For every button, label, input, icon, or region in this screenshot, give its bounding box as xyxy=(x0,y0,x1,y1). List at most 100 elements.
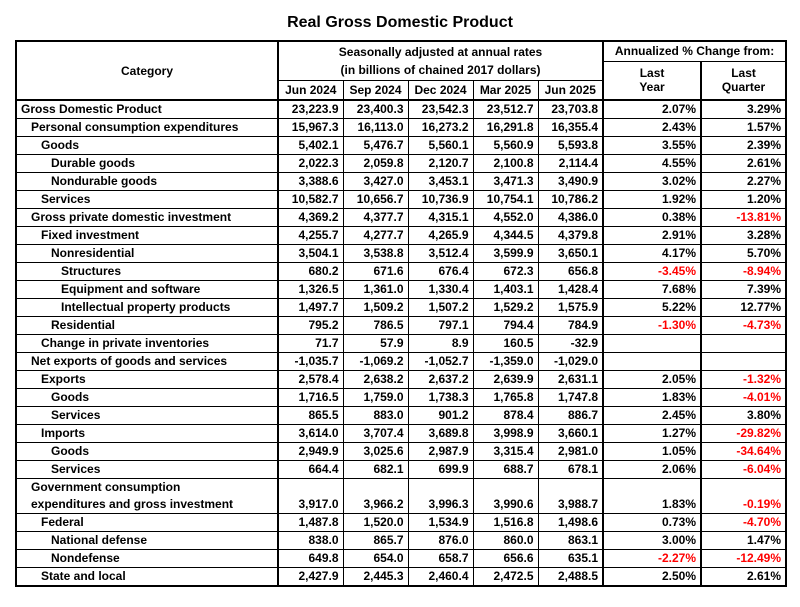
rates-group-header-line1: Seasonally adjusted at annual rates xyxy=(277,40,605,61)
table-row: Goods 5,402.1 5,476.7 5,560.1 5,560.9 5,593.8… xyxy=(15,136,787,155)
last-quarter-column-header: Last Quarter xyxy=(700,60,787,101)
pct-last-year-cell: 0.73% xyxy=(602,513,703,532)
value-cell: 10,786.2 xyxy=(537,190,605,209)
value-cell: 2,120.7 xyxy=(407,154,474,173)
value-cell: 3,599.9 xyxy=(472,244,539,263)
value-cell: 3,427.0 xyxy=(342,172,409,191)
value-cell: 8.9 xyxy=(407,334,474,353)
value-cell: 10,754.1 xyxy=(472,190,539,209)
pct-last-year-cell: 1.05% xyxy=(602,442,703,461)
category-cell: Net exports of goods and services xyxy=(15,352,279,371)
value-cell: 682.1 xyxy=(342,460,409,479)
category-cell: State and local xyxy=(15,567,279,587)
table-row: State and local 2,427.9 2,445.3 2,460.4 2,47… xyxy=(15,567,787,587)
category-cell: Services xyxy=(15,190,279,209)
pct-last-year-cell: 7.68% xyxy=(602,280,703,299)
value-cell: 795.2 xyxy=(277,316,344,335)
value-cell: 4,552.0 xyxy=(472,208,539,227)
category-column-header: Category xyxy=(15,40,279,101)
value-cell: 878.4 xyxy=(472,406,539,425)
value-cell: 23,400.3 xyxy=(342,99,409,119)
value-cell: 1,507.2 xyxy=(407,298,474,317)
month-column-header: Dec 2024 xyxy=(407,79,474,101)
table-row: Services 664.4 682.1 699.9 688.7 678.1 2.06% -6… xyxy=(15,460,787,479)
pct-last-quarter-cell: -12.49% xyxy=(700,549,787,568)
value-cell: 3,315.4 xyxy=(472,442,539,461)
pct-last-year-cell: 0.38% xyxy=(602,208,703,227)
value-cell: 1,428.4 xyxy=(537,280,605,299)
value-cell: -1,069.2 xyxy=(342,352,409,371)
table-row: Nondurable goods 3,388.6 3,427.0 3,453.1 3,4… xyxy=(15,172,787,191)
pct-last-year-cell: 2.07% xyxy=(602,99,703,119)
table-row: Residential 795.2 786.5 797.1 794.4 784.9 -1.3… xyxy=(15,316,787,335)
value-cell: 23,223.9 xyxy=(277,99,344,119)
value-cell: 886.7 xyxy=(537,406,605,425)
value-cell: 3,490.9 xyxy=(537,172,605,191)
value-cell: 2,427.9 xyxy=(277,567,344,587)
category-cell: Structures xyxy=(15,262,279,281)
category-cell: Nonresidential xyxy=(15,244,279,263)
value-cell: 1,575.9 xyxy=(537,298,605,317)
value-cell: 57.9 xyxy=(342,334,409,353)
value-cell: 656.6 xyxy=(472,549,539,568)
pct-last-quarter-cell: 1.20% xyxy=(700,190,787,209)
value-cell: 1,509.2 xyxy=(342,298,409,317)
pct-last-year-cell: -1.30% xyxy=(602,316,703,335)
month-column-header: Sep 2024 xyxy=(342,79,409,101)
value-cell: 901.2 xyxy=(407,406,474,425)
value-cell: 797.1 xyxy=(407,316,474,335)
table-row: Gross Domestic Product 23,223.9 23,400.3 23… xyxy=(15,99,787,119)
value-cell: 16,355.4 xyxy=(537,118,605,137)
value-cell: 3,660.1 xyxy=(537,424,605,443)
pct-last-quarter-cell: -34.64% xyxy=(700,442,787,461)
value-cell: 658.7 xyxy=(407,549,474,568)
pct-last-quarter-cell: 7.39% xyxy=(700,280,787,299)
value-cell: 1,738.3 xyxy=(407,388,474,407)
table-row: Goods 2,949.9 3,025.6 2,987.9 3,315.4 2,981.0… xyxy=(15,442,787,461)
pct-last-year-cell xyxy=(602,352,703,371)
value-cell: 664.4 xyxy=(277,460,344,479)
pct-last-quarter-cell: -1.32% xyxy=(700,370,787,389)
category-cell: Goods xyxy=(15,442,279,461)
value-cell: 3,966.2 xyxy=(342,478,409,514)
pct-last-year-cell: 1.83% xyxy=(602,478,703,514)
value-cell: 23,512.7 xyxy=(472,99,539,119)
pct-last-quarter-cell: -0.19% xyxy=(700,478,787,514)
value-cell: -1,035.7 xyxy=(277,352,344,371)
value-cell: 786.5 xyxy=(342,316,409,335)
pct-last-year-cell: 2.05% xyxy=(602,370,703,389)
value-cell: 3,707.4 xyxy=(342,424,409,443)
value-cell: 1,326.5 xyxy=(277,280,344,299)
category-cell: Equipment and software xyxy=(15,280,279,299)
category-cell: Gross private domestic investment xyxy=(15,208,279,227)
value-cell: 865.7 xyxy=(342,531,409,550)
value-cell: 4,379.8 xyxy=(537,226,605,245)
value-cell: 784.9 xyxy=(537,316,605,335)
value-cell: 860.0 xyxy=(472,531,539,550)
pct-last-year-cell: 1.27% xyxy=(602,424,703,443)
value-cell: -1,359.0 xyxy=(472,352,539,371)
category-cell: Imports xyxy=(15,424,279,443)
value-cell: 1,520.0 xyxy=(342,513,409,532)
pct-last-quarter-cell: 5.70% xyxy=(700,244,787,263)
value-cell: 3,388.6 xyxy=(277,172,344,191)
table-row: Change in private inventories 71.7 57.9 8.9… xyxy=(15,334,787,353)
pct-last-year-cell: 5.22% xyxy=(602,298,703,317)
value-cell: 4,386.0 xyxy=(537,208,605,227)
value-cell: 2,578.4 xyxy=(277,370,344,389)
pct-last-year-cell: 2.91% xyxy=(602,226,703,245)
category-cell: Services xyxy=(15,460,279,479)
table-row: Gross private domestic investment 4,369.2… xyxy=(15,208,787,227)
value-cell: 1,330.4 xyxy=(407,280,474,299)
value-cell: 2,949.9 xyxy=(277,442,344,461)
table-row: Imports 3,614.0 3,707.4 3,689.8 3,998.9 3,660… xyxy=(15,424,787,443)
table-row: Structures 680.2 671.6 676.4 672.3 656.8 -3.45… xyxy=(15,262,787,281)
pct-last-quarter-cell xyxy=(700,352,787,371)
category-cell: Change in private inventories xyxy=(15,334,279,353)
value-cell: 671.6 xyxy=(342,262,409,281)
value-cell: 3,689.8 xyxy=(407,424,474,443)
value-cell: 654.0 xyxy=(342,549,409,568)
value-cell: 3,538.8 xyxy=(342,244,409,263)
table-row: Personal consumption expenditures 15,967.… xyxy=(15,118,787,137)
pct-last-year-cell: 1.92% xyxy=(602,190,703,209)
